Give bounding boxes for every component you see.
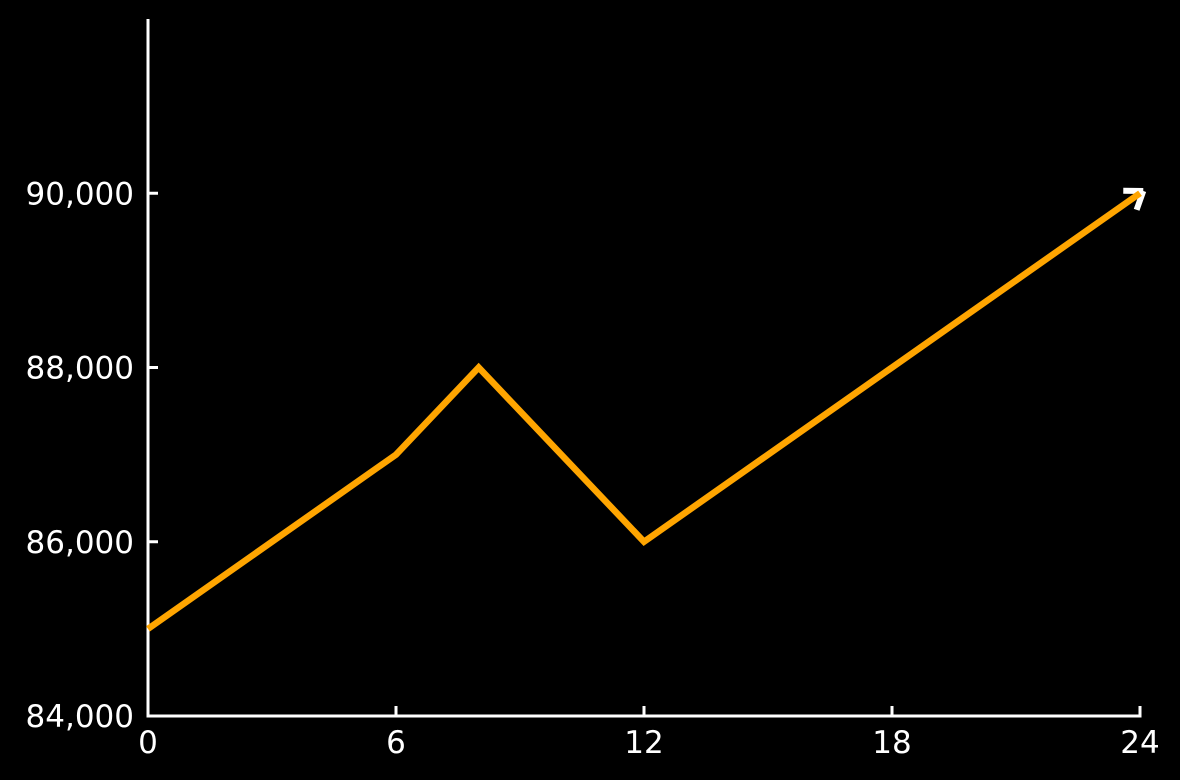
x-tick-label: 12 bbox=[624, 725, 663, 761]
y-tick-label: 84,000 bbox=[26, 699, 134, 735]
x-tick-label: 0 bbox=[138, 725, 158, 761]
x-tick-label: 18 bbox=[872, 725, 911, 761]
y-tick-label: 86,000 bbox=[26, 525, 134, 561]
line-end-arrow-icon bbox=[1133, 189, 1147, 211]
y-tick-label: 88,000 bbox=[26, 351, 134, 387]
x-tick-label: 6 bbox=[386, 725, 406, 761]
y-tick-label: 90,000 bbox=[26, 176, 134, 212]
data-line bbox=[146, 190, 1142, 632]
x-tick-label: 24 bbox=[1120, 725, 1159, 761]
